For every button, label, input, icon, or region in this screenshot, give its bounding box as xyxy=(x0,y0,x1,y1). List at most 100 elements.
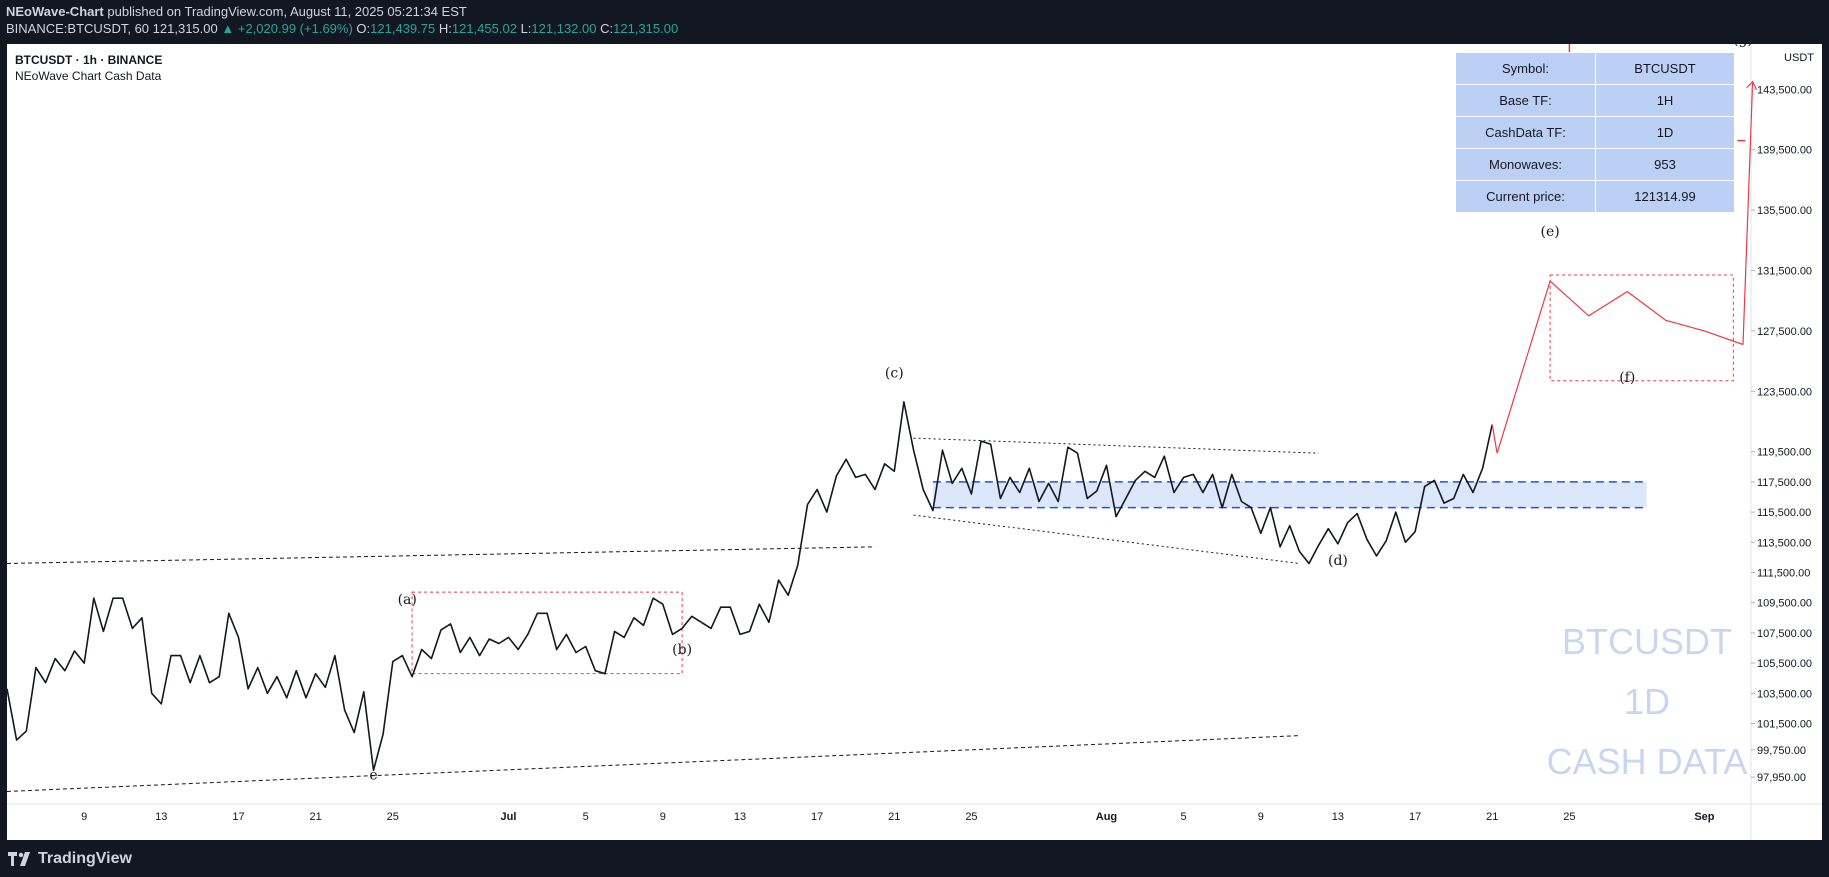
brand-name: TradingView xyxy=(38,850,132,867)
author-name[interactable]: NEoWave-Chart xyxy=(6,4,104,19)
ef-consolidation-box xyxy=(1549,274,1734,382)
projection-line xyxy=(1491,280,1744,454)
y-tick-label: 143,500.00 xyxy=(1757,84,1812,96)
wave-label: (c) xyxy=(885,366,904,382)
watermark-symbol: BTCUSDT xyxy=(1562,621,1732,662)
x-tick-label: 21 xyxy=(888,811,900,823)
x-tick-label: 17 xyxy=(232,811,244,823)
price-series-line xyxy=(7,401,1493,772)
support-zone xyxy=(932,481,1647,508)
watermark-timeframe: 1D xyxy=(1623,681,1671,722)
info-row: Current price: 121314.99 xyxy=(1456,181,1734,212)
y-tick-label: 131,500.00 xyxy=(1757,266,1812,278)
open-label: O: xyxy=(356,21,371,36)
projection-arrow-line xyxy=(1742,81,1754,345)
info-key: Current price: xyxy=(1456,181,1595,212)
info-value: 121314.99 xyxy=(1596,181,1734,212)
y-tick-label: 107,500.00 xyxy=(1757,628,1812,640)
ab-consolidation-box xyxy=(411,591,683,675)
info-key: CashData TF: xyxy=(1456,117,1595,148)
x-tick-label: 9 xyxy=(1258,811,1264,823)
y-tick-label: 97,950.00 xyxy=(1757,772,1806,784)
x-tick-label: 9 xyxy=(660,811,666,823)
y-tick-label: 109,500.00 xyxy=(1757,598,1812,610)
x-tick-label: 25 xyxy=(1563,811,1575,823)
x-tick-label: Aug xyxy=(1096,811,1117,823)
ohlc-line: BINANCE:BTCUSDT, 60 121,315.00 ▲ +2,020.… xyxy=(6,21,678,36)
ticker-label: BINANCE:BTCUSDT, 60 xyxy=(6,21,150,36)
info-row: Symbol: BTCUSDT xyxy=(1456,53,1734,84)
low-label: L: xyxy=(520,21,532,36)
x-tick-label: Jul xyxy=(501,811,517,823)
upper-channel-line xyxy=(7,546,876,564)
up-arrow-icon: ▲ xyxy=(221,21,235,36)
info-table: Symbol: BTCUSDT Base TF: 1H CashData TF: 1D Mo… xyxy=(1455,52,1735,213)
low-value: 121,132.00 xyxy=(531,21,597,36)
tradingview-brand[interactable]: TradingView xyxy=(8,850,132,868)
watermark-cash-data: CASH DATA xyxy=(1546,741,1748,782)
symbol-line[interactable]: BTCUSDT · 1h · BINANCE xyxy=(15,53,163,67)
x-tick-label: 13 xyxy=(1332,811,1344,823)
info-value: 1D xyxy=(1596,117,1734,148)
info-key: Base TF: xyxy=(1456,85,1595,116)
y-tick-label: 135,500.00 xyxy=(1757,205,1812,217)
triangle-lower-line xyxy=(913,514,1300,564)
price-change: +2,020.99 (+1.69%) xyxy=(237,21,353,36)
wave-label: e xyxy=(369,767,377,783)
x-tick-label: 9 xyxy=(81,811,87,823)
high-value: 121,455.02 xyxy=(451,21,517,36)
y-tick-label: 139,500.00 xyxy=(1757,145,1812,157)
info-key: Monowaves: xyxy=(1456,149,1595,180)
x-tick-label: 17 xyxy=(1409,811,1421,823)
publish-line: NEoWave-Chart published on TradingView.c… xyxy=(6,4,467,19)
y-tick-label: 103,500.00 xyxy=(1757,688,1812,700)
y-tick-label: 105,500.00 xyxy=(1757,658,1812,670)
y-tick-label: 113,500.00 xyxy=(1757,537,1811,549)
y-tick-label: 123,500.00 xyxy=(1757,386,1812,398)
x-tick-label: Sep xyxy=(1694,811,1714,823)
info-key: Symbol: xyxy=(1456,53,1595,84)
info-row: CashData TF: 1D xyxy=(1456,117,1734,148)
y-tick-label: 127,500.00 xyxy=(1757,326,1812,338)
publish-header: NEoWave-Chart published on TradingView.c… xyxy=(0,0,1829,44)
wave-label: (e) xyxy=(1541,224,1560,240)
publish-text: published on TradingView.com, August 11,… xyxy=(107,4,467,19)
lower-channel-line xyxy=(7,735,1300,792)
triangle-upper-line xyxy=(913,437,1319,454)
y-tick-label: 101,500.00 xyxy=(1757,719,1812,731)
open-value: 121,439.75 xyxy=(370,21,436,36)
x-tick-label: 25 xyxy=(387,811,399,823)
x-tick-label: 17 xyxy=(811,811,823,823)
x-tick-label: 5 xyxy=(583,811,589,823)
footer-bar: TradingView xyxy=(0,840,1829,877)
wave-label: (a) xyxy=(398,592,417,608)
info-value: 1H xyxy=(1596,85,1734,116)
x-tick-label: 13 xyxy=(734,811,746,823)
wave-label: (g) xyxy=(1733,44,1753,48)
x-tick-label: 21 xyxy=(1486,811,1498,823)
y-tick-label: 119,500.00 xyxy=(1757,447,1811,459)
indicator-name[interactable]: NEoWave Chart Cash Data xyxy=(15,69,162,83)
currency-label[interactable]: USDT xyxy=(1784,52,1814,64)
x-tick-label: 21 xyxy=(309,811,321,823)
x-tick-label: 13 xyxy=(155,811,167,823)
info-row: Base TF: 1H xyxy=(1456,85,1734,116)
close-label: C: xyxy=(600,21,614,36)
price-chart[interactable]: e (a) (b) (c) (d) (e) (f) (g) 97,950.00 99,750.00… xyxy=(7,44,1822,840)
chart-legend: BTCUSDT · 1h · BINANCE NEoWave Chart Cas… xyxy=(15,52,162,84)
y-tick-label: 111,500.00 xyxy=(1757,568,1810,580)
info-row: Monowaves: 953 xyxy=(1456,149,1734,180)
y-tick-label: 115,500.00 xyxy=(1757,507,1811,519)
info-value: 953 xyxy=(1596,149,1734,180)
wave-label: (f) xyxy=(1619,370,1635,386)
high-label: H: xyxy=(438,21,452,36)
info-value: BTCUSDT xyxy=(1596,53,1734,84)
wave-label: (b) xyxy=(672,642,692,658)
y-tick-label: 117,500.00 xyxy=(1757,477,1811,489)
projection-arrowhead xyxy=(1746,80,1758,91)
close-value: 121,315.00 xyxy=(613,21,679,36)
chart-panel[interactable]: e (a) (b) (c) (d) (e) (f) (g) 97,950.00 99,750.00… xyxy=(7,44,1822,840)
y-tick-label: 99,750.00 xyxy=(1757,745,1806,757)
tradingview-logo-icon xyxy=(8,852,30,866)
x-tick-label: 5 xyxy=(1181,811,1187,823)
